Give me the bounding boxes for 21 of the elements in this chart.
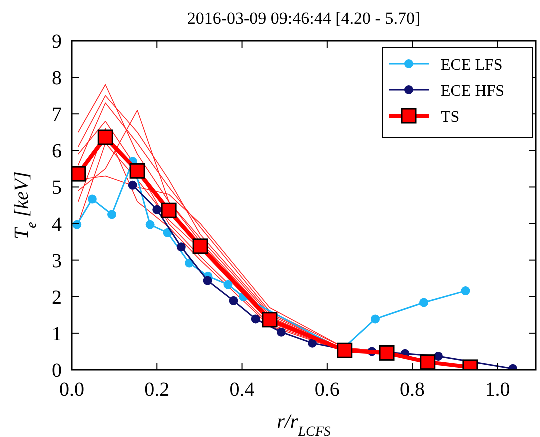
legend-label: ECE LFS [441, 57, 503, 74]
x-tick-label: 0.0 [60, 379, 84, 401]
y-tick-label: 1 [52, 323, 62, 346]
x-tick-label: 0.2 [144, 379, 170, 401]
y-tick-label: 7 [52, 104, 62, 126]
y-tick-label: 5 [52, 177, 62, 200]
legend-label: TS [441, 109, 460, 126]
chart-title: 2016-03-09 09:46:44 [4.20 - 5.70] [187, 9, 421, 28]
x-tick-label: 0.4 [230, 379, 255, 401]
x-tick-label: 0.8 [400, 379, 426, 401]
y-tick-label: 8 [52, 68, 62, 90]
y-tick-label: 4 [52, 214, 62, 236]
y-tick-label: 0 [52, 360, 62, 382]
y-tick-label: 9 [52, 31, 62, 53]
y-tick-label: 3 [52, 250, 62, 272]
y-tick-label: 6 [52, 140, 62, 163]
x-tick-label: 0.6 [314, 379, 340, 401]
legend-label: ECE HFS [441, 83, 505, 100]
y-tick-label: 2 [52, 286, 62, 309]
x-axis-title: r/r$_{LCFS}$ [277, 411, 331, 437]
x-tick-label: 1.0 [485, 379, 510, 401]
